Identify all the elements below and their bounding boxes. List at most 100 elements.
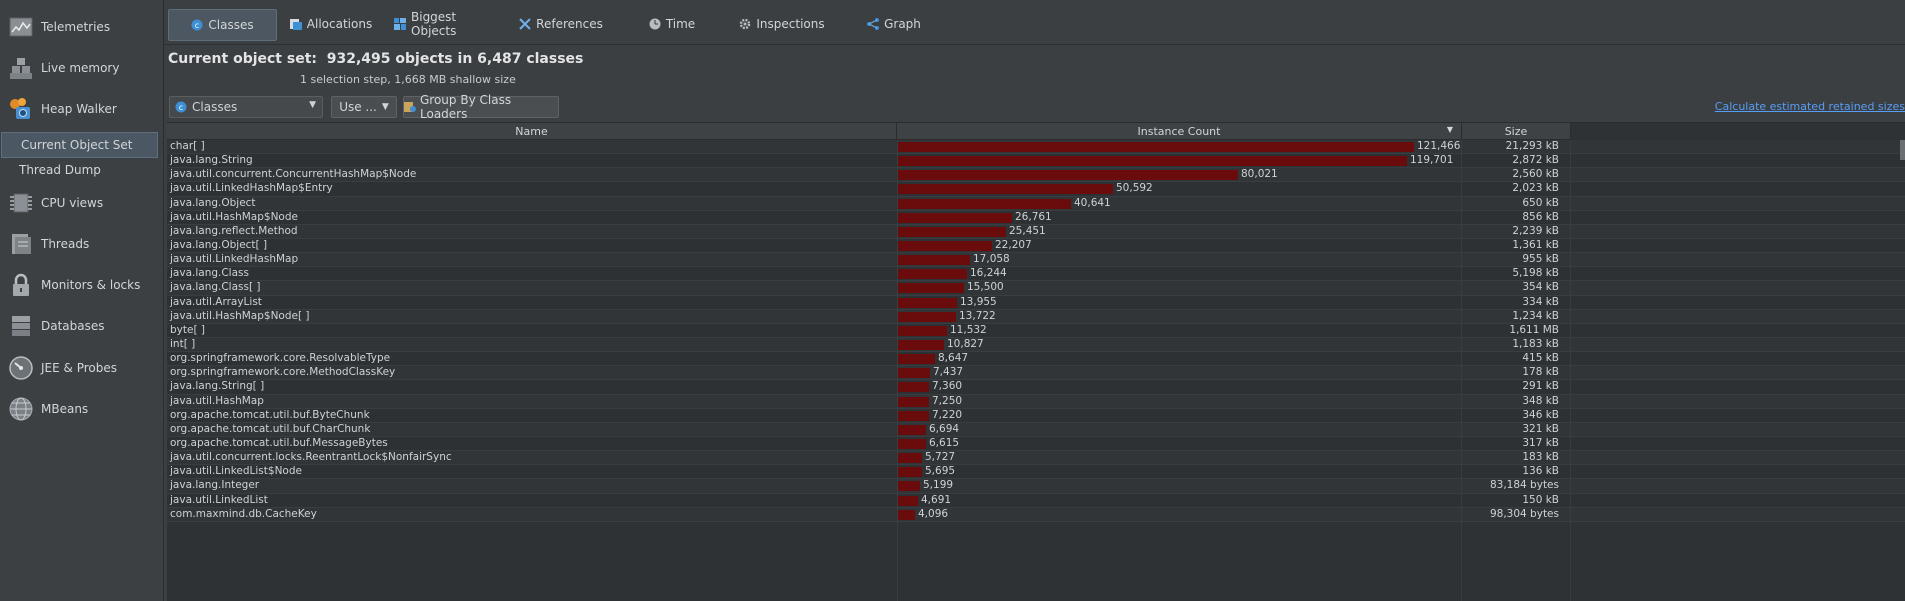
sidebar-item-current-object-set[interactable]: Current Object Set (1, 132, 158, 158)
table-row[interactable]: java.util.LinkedList 4,691 150 kB (167, 493, 1905, 508)
sidebar-item-mbeans[interactable]: MBeans (0, 389, 163, 429)
instance-count-cell: 17,058 (973, 253, 1010, 266)
table-row[interactable]: java.util.concurrent.ConcurrentHashMap$N… (167, 168, 1905, 183)
table-row[interactable]: byte[ ] 11,532 1,611 MB (167, 323, 1905, 338)
table-row[interactable]: java.lang.Object[ ] 22,207 1,361 kB (167, 238, 1905, 254)
size-cell: 1,183 kB (1512, 337, 1559, 350)
instance-count-cell: 16,244 (970, 267, 1007, 280)
instance-count-cell: 4,691 (921, 493, 952, 506)
tab-inspections[interactable]: Inspections (740, 9, 825, 39)
table-row[interactable]: com.maxmind.db.CacheKey 4,096 98,304 bytes (167, 507, 1905, 522)
size-cell: 98,304 bytes (1489, 507, 1559, 520)
telemetries-icon (8, 14, 34, 40)
instance-count-bar (898, 325, 947, 336)
group-by-class-loaders-button[interactable]: Group By Class Loaders (403, 93, 559, 121)
class-name-cell: java.util.LinkedList$Node (170, 465, 302, 478)
instance-count-bar (898, 382, 929, 393)
tab-time[interactable]: Time (642, 9, 702, 39)
instance-count-cell: 121,466 (1417, 140, 1461, 152)
instance-count-bar (898, 297, 957, 308)
tab-label: Allocations (306, 17, 373, 31)
sidebar-item-jee-probes[interactable]: JEE & Probes (0, 348, 163, 388)
class-name-cell: java.lang.Class (170, 267, 249, 280)
table-row[interactable]: java.lang.Object 40,641 650 kB (167, 196, 1905, 211)
sidebar-item-live-memory[interactable]: Live memory (0, 48, 163, 88)
table-row[interactable]: java.util.concurrent.locks.ReentrantLock… (167, 451, 1905, 466)
instance-count-bar (898, 184, 1113, 195)
table-row[interactable]: java.lang.reflect.Method 25,451 2,239 kB (167, 224, 1905, 239)
sidebar-item-threads[interactable]: Threads (0, 224, 163, 264)
size-cell: 955 kB (1522, 253, 1559, 266)
instance-count-cell: 5,695 (925, 465, 956, 478)
instance-count-bar (898, 368, 930, 379)
instance-count-bar (898, 170, 1238, 181)
instance-count-bar (898, 142, 1414, 152)
sidebar-item-heap-walker[interactable]: Heap Walker (0, 89, 163, 129)
table-row[interactable]: java.util.LinkedList$Node 5,695 136 kB (167, 465, 1905, 480)
table-row[interactable]: java.lang.Class[ ] 15,500 354 kB (167, 281, 1905, 296)
table-row[interactable]: java.lang.Integer 5,199 83,184 bytes (167, 479, 1905, 494)
sidebar-item-thread-dump[interactable]: Thread Dump (0, 158, 157, 182)
sidebar-item-telemetries[interactable]: Telemetries (0, 7, 163, 47)
sidebar-item-monitors-locks[interactable]: Monitors & locks (0, 265, 163, 305)
column-header-name[interactable]: Name (167, 123, 897, 140)
instance-count-bar (898, 339, 944, 350)
vertical-scrollbar[interactable] (1900, 140, 1905, 160)
table-row[interactable]: java.lang.Class 16,244 5,198 kB (167, 267, 1905, 282)
table-row[interactable]: char[ ] 121,466 21,293 kB (167, 140, 1905, 155)
table-row[interactable]: org.springframework.core.MethodClassKey 7… (167, 366, 1905, 381)
size-cell: 2,023 kB (1512, 182, 1559, 195)
column-header-label: Name (515, 124, 548, 138)
svg-text:c: c (195, 21, 199, 30)
instance-count-cell: 40,641 (1074, 196, 1111, 209)
view-select[interactable]: c Classes ▼ (169, 96, 323, 118)
table-row[interactable]: int[ ] 10,827 1,183 kB (167, 337, 1905, 353)
tab-classes[interactable]: c Classes (168, 9, 277, 41)
table-row[interactable]: java.util.ArrayList 13,955 334 kB (167, 295, 1905, 310)
view-select-value: Classes (192, 100, 238, 114)
table-row[interactable]: java.lang.String 119,701 2,872 kB (167, 154, 1905, 169)
size-cell: 334 kB (1522, 295, 1559, 308)
table-row[interactable]: org.apache.tomcat.util.buf.CharChunk 6,69… (167, 422, 1905, 437)
sidebar-item-label: JEE & Probes (41, 361, 117, 375)
table-row[interactable]: org.springframework.core.ResolvableType 8… (167, 352, 1905, 367)
size-cell: 150 kB (1522, 493, 1559, 506)
sidebar-item-cpu-views[interactable]: CPU views (0, 183, 163, 223)
size-cell: 1,611 MB (1509, 323, 1559, 336)
table-row[interactable]: java.util.HashMap$Node 26,761 856 kB (167, 210, 1905, 225)
class-name-cell: org.springframework.core.MethodClassKey (170, 366, 396, 379)
size-cell: 5,198 kB (1512, 267, 1559, 280)
table-row[interactable]: java.lang.String[ ] 7,360 291 kB (167, 380, 1905, 395)
table-row[interactable]: java.util.LinkedHashMap$Entry 50,592 2,023… (167, 182, 1905, 197)
tab-references[interactable]: References (516, 9, 606, 39)
table-row[interactable]: org.apache.tomcat.util.buf.MessageBytes 6… (167, 436, 1905, 452)
calculate-retained-sizes-link[interactable]: Calculate estimated retained sizes (1714, 100, 1905, 113)
column-header-size[interactable]: Size (1462, 123, 1571, 140)
table-row[interactable]: org.apache.tomcat.util.buf.ByteChunk 7,22… (167, 408, 1905, 423)
tab-biggest-objects[interactable]: Biggest Objects (394, 9, 499, 39)
tab-allocations[interactable]: Allocations (286, 9, 376, 39)
size-cell: 321 kB (1522, 422, 1559, 435)
class-name-cell: java.lang.Integer (170, 479, 260, 492)
class-name-cell: int[ ] (170, 337, 196, 350)
class-name-cell: org.apache.tomcat.util.buf.ByteChunk (170, 408, 370, 421)
tab-label: Graph (884, 17, 921, 31)
column-header-label: Size (1504, 124, 1528, 138)
sidebar-item-databases[interactable]: Databases (0, 306, 163, 346)
table-row[interactable]: java.util.HashMap$Node[ ] 13,722 1,234 kB (167, 309, 1905, 324)
use-button-label: Use ... (339, 100, 377, 114)
instance-count-bar (898, 424, 926, 435)
column-header-instance-count[interactable]: Instance Count ▼ (897, 123, 1462, 140)
instance-count-bar (898, 467, 922, 478)
class-name-cell: java.lang.Object (170, 196, 256, 209)
size-cell: 136 kB (1522, 465, 1559, 478)
classes-table: Name Instance Count ▼ Size char[ ] 121,46… (167, 122, 1905, 601)
table-row[interactable]: java.util.HashMap 7,250 348 kB (167, 394, 1905, 409)
class-name-cell: java.util.concurrent.locks.ReentrantLock… (170, 451, 452, 464)
table-row[interactable]: java.util.LinkedHashMap 17,058 955 kB (167, 253, 1905, 268)
tab-label: Inspections (756, 17, 825, 31)
tab-graph[interactable]: Graph (866, 9, 922, 39)
size-cell: 183 kB (1522, 451, 1559, 464)
instance-count-bar (898, 198, 1071, 209)
use-button[interactable]: Use ... ▼ (331, 96, 397, 118)
